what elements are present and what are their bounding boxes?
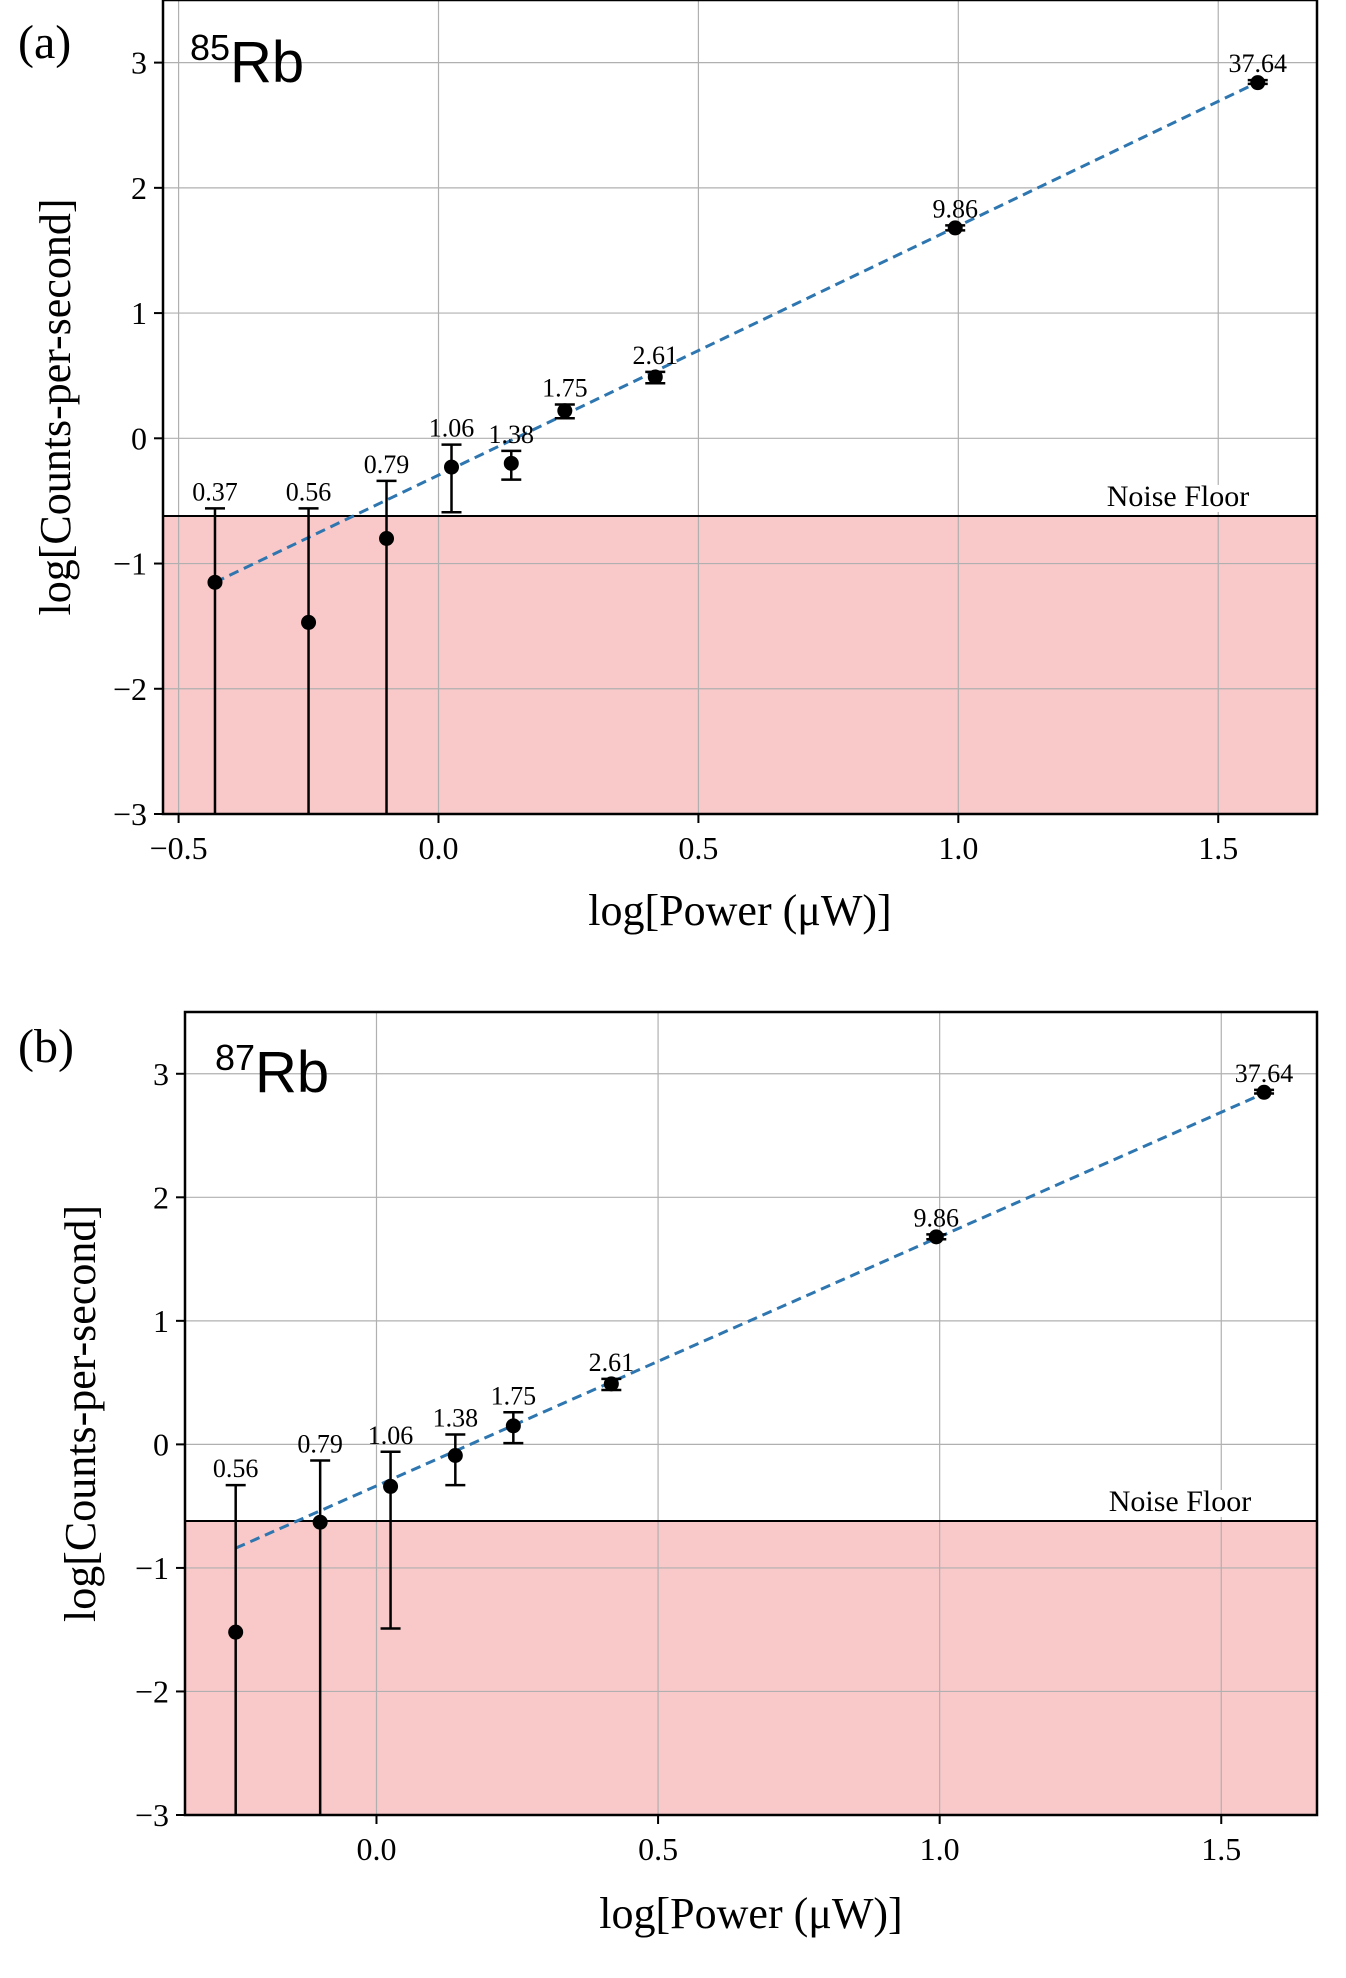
- axes-frame: [161, 0, 1319, 816]
- noise-floor-region: [185, 1520, 1317, 1815]
- noise-floor-region: [163, 515, 1317, 814]
- noise-floor-label: Noise Floor: [1107, 480, 1250, 513]
- panel-label: (a): [18, 16, 71, 69]
- x-tick-label: 1.0: [920, 1831, 960, 1867]
- y-axis-label: log[Counts-per-second]: [56, 1205, 105, 1622]
- data-marker: [503, 455, 519, 471]
- y-axis-label: log[Counts-per-second]: [31, 198, 80, 615]
- data-label: 37.64: [1228, 49, 1287, 78]
- isotope-mass-number: 85: [190, 27, 230, 68]
- noise-floor-label: Noise Floor: [1109, 1485, 1252, 1518]
- y-tick-label: 2: [153, 1179, 169, 1215]
- x-axis-label: log[Power (μW)]: [599, 1889, 902, 1938]
- data-marker: [1256, 1084, 1272, 1100]
- y-tick-label: 0: [153, 1426, 169, 1462]
- y-tick-label: 3: [131, 45, 147, 81]
- x-tick-label: 1.5: [1201, 1831, 1241, 1867]
- data-label: 1.38: [433, 1404, 479, 1433]
- y-tick-label: 3: [153, 1056, 169, 1092]
- data-marker: [207, 574, 223, 590]
- data-label: 2.61: [633, 341, 679, 370]
- data-point: [310, 1459, 331, 1815]
- data-marker: [383, 1478, 399, 1494]
- data-point: [945, 220, 966, 236]
- data-marker: [603, 1376, 619, 1392]
- y-tick-label: −3: [113, 796, 147, 832]
- data-point: [554, 403, 575, 420]
- data-point: [441, 443, 462, 514]
- data-point: [376, 479, 397, 814]
- y-tick-label: −3: [135, 1797, 169, 1833]
- data-label: 0.56: [286, 477, 332, 506]
- data-point: [445, 1433, 466, 1487]
- data-label: 9.86: [932, 194, 978, 223]
- noise-floor-label-box: [1074, 484, 1274, 512]
- fit-line: [214, 80, 1261, 584]
- data-label: 1.06: [429, 414, 475, 443]
- panel-b: Noise Floor 0.56 0.79 1.06 1.38 1.75 2.61 9.86 3…: [18, 1010, 1319, 1938]
- data-point: [380, 1450, 401, 1630]
- x-tick-label: 0.5: [638, 1831, 678, 1867]
- x-tick-label: 1.0: [938, 830, 978, 866]
- axes-frame: [183, 1010, 1319, 1817]
- data-marker: [947, 220, 963, 236]
- data-label: 1.75: [542, 373, 588, 402]
- x-axis-label: log[Power (μW)]: [588, 886, 891, 935]
- panel-label: (b): [18, 1020, 74, 1073]
- isotope-label: 87Rb: [215, 1037, 329, 1105]
- data-marker: [301, 614, 317, 630]
- data-label: 2.61: [589, 1348, 635, 1377]
- isotope-label: 85Rb: [190, 27, 304, 95]
- data-marker: [1250, 75, 1266, 91]
- y-tick-label: −1: [135, 1550, 169, 1586]
- data-point: [503, 1411, 524, 1445]
- noise-floor-label-box: [1076, 1489, 1276, 1517]
- x-tick-label: 0.0: [356, 1831, 396, 1867]
- data-point: [645, 369, 666, 385]
- data-marker: [928, 1229, 944, 1245]
- data-label: 1.75: [491, 1381, 537, 1410]
- data-marker: [379, 530, 395, 546]
- isotope-symbol: Rb: [230, 30, 304, 95]
- panel-a: Noise Floor 0.37 0.56 0.79 1.06 1.381.75 2.61 9…: [18, 0, 1319, 935]
- y-tick-label: −1: [113, 546, 147, 582]
- data-point: [501, 449, 522, 481]
- data-point: [601, 1376, 622, 1392]
- data-label: 1.38: [489, 420, 535, 449]
- isotope-symbol: Rb: [255, 1040, 329, 1105]
- data-point: [1247, 75, 1268, 91]
- data-marker: [557, 403, 573, 419]
- data-marker: [312, 1514, 328, 1530]
- data-point: [204, 507, 225, 814]
- data-marker: [444, 459, 459, 475]
- data-label: 0.56: [213, 1454, 259, 1483]
- data-marker: [447, 1448, 463, 1464]
- data-label: 1.06: [368, 1421, 414, 1450]
- data-point: [298, 507, 319, 814]
- data-marker: [505, 1418, 521, 1434]
- data-point: [926, 1229, 947, 1245]
- y-tick-label: 1: [153, 1303, 169, 1339]
- isotope-mass-number: 87: [215, 1037, 255, 1078]
- fit-line: [235, 1090, 1267, 1550]
- data-marker: [228, 1624, 244, 1640]
- x-tick-label: 0.0: [419, 830, 459, 866]
- y-tick-label: 2: [131, 170, 147, 206]
- data-marker: [647, 369, 663, 385]
- data-label: 37.64: [1235, 1059, 1294, 1088]
- y-tick-label: 1: [131, 295, 147, 331]
- x-tick-label: −0.5: [150, 830, 208, 866]
- data-label: 9.86: [914, 1203, 960, 1232]
- y-tick-label: 0: [131, 420, 147, 456]
- data-point: [225, 1483, 246, 1815]
- data-label: 0.37: [192, 477, 238, 506]
- x-tick-label: 0.5: [678, 830, 718, 866]
- y-tick-label: −2: [113, 671, 147, 707]
- data-label: 0.79: [297, 1429, 343, 1458]
- x-tick-label: 1.5: [1198, 830, 1238, 866]
- y-tick-label: −2: [135, 1673, 169, 1709]
- data-label: 0.79: [364, 450, 410, 479]
- data-point: [1254, 1084, 1275, 1100]
